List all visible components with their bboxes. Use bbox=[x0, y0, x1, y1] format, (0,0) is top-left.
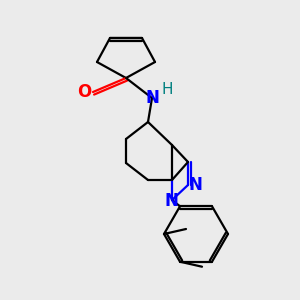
Text: N: N bbox=[145, 89, 159, 107]
Text: N: N bbox=[188, 176, 202, 194]
Text: N: N bbox=[164, 192, 178, 210]
Text: H: H bbox=[161, 82, 173, 97]
Text: O: O bbox=[77, 83, 91, 101]
